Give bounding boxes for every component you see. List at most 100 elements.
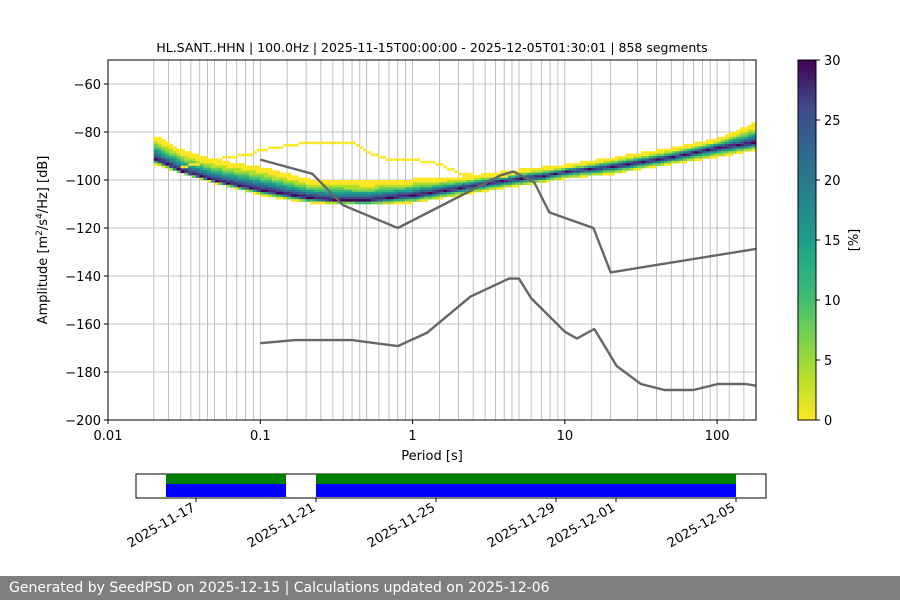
psd-cell (622, 160, 627, 164)
psd-cell (363, 180, 368, 183)
psd-cell (458, 180, 463, 183)
psd-cell (667, 160, 672, 164)
psd-cell (237, 180, 242, 183)
psd-outlier-cell (504, 175, 508, 178)
psd-cell (736, 136, 741, 140)
psd-cell (412, 184, 417, 188)
psd-cell (207, 165, 212, 169)
psd-cell (477, 182, 482, 186)
psd-cell (397, 189, 402, 193)
psd-cell (165, 144, 170, 147)
psd-cell (222, 168, 227, 171)
psd-cell (374, 201, 379, 205)
psd-cell (675, 160, 680, 164)
psd-cell (469, 187, 474, 190)
psd-cell (264, 175, 269, 178)
psd-cell (565, 163, 570, 166)
psd-cell (542, 175, 547, 178)
psd-cell (332, 184, 337, 188)
psd-cell (504, 170, 509, 174)
psd-cell (344, 196, 349, 200)
psd-cell (652, 160, 657, 164)
psd-cell (679, 153, 684, 157)
psd-cell (553, 175, 558, 178)
psd-outlier-cell (443, 165, 447, 169)
psd-cell (603, 172, 608, 176)
psd-cell (633, 160, 638, 164)
psd-cell (298, 189, 303, 193)
psd-cell (210, 180, 216, 183)
psd-outlier-cell (192, 163, 196, 166)
psd-cell (546, 180, 551, 183)
x-tick-label: 0.1 (250, 429, 271, 444)
psd-cell (207, 172, 212, 176)
psd-cell (584, 165, 589, 169)
psd-cell (580, 170, 585, 174)
psd-cell (355, 189, 360, 193)
psd-cell (199, 165, 204, 169)
psd-cell (401, 184, 406, 188)
psd-cell (237, 177, 242, 181)
psd-cell (690, 158, 695, 162)
psd-cell (511, 175, 516, 178)
psd-cell (294, 194, 299, 198)
psd-cell (705, 146, 711, 150)
psd-cell (485, 172, 490, 176)
psd-cell (336, 201, 341, 205)
psd-cell (317, 182, 322, 186)
psd-cell (405, 184, 410, 188)
psd-outlier-cell (447, 168, 451, 171)
psd-cell (249, 165, 254, 169)
psd-cell (481, 189, 486, 193)
psd-cell (435, 196, 440, 200)
psd-cell (283, 175, 288, 178)
psd-cell (576, 175, 581, 178)
psd-cell (302, 184, 307, 188)
psd-cell (210, 165, 216, 169)
psd-cell (298, 180, 303, 183)
psd-cell (469, 175, 474, 178)
psd-cell (203, 175, 208, 178)
psd-cell (351, 196, 356, 200)
psd-cell (359, 184, 364, 188)
psd-cell (500, 180, 505, 183)
psd-cell (515, 182, 520, 186)
psd-cell (279, 194, 284, 198)
psd-outlier-cell (511, 172, 516, 176)
psd-cell (309, 192, 315, 195)
psd-cell (355, 196, 360, 200)
psd-cell (644, 165, 650, 169)
psd-cell (496, 187, 501, 190)
psd-cell (363, 184, 368, 188)
timeline-tick-label: 2025-11-17 (125, 500, 198, 551)
psd-cell (336, 192, 341, 195)
psd-computed-segment (316, 484, 736, 497)
psd-cell (329, 182, 334, 186)
psd-cell (507, 177, 513, 181)
psd-cell (732, 151, 737, 154)
psd-cell (454, 184, 459, 188)
psd-cell (435, 182, 440, 186)
psd-cell (287, 184, 292, 188)
psd-cell (717, 139, 722, 142)
psd-cell (374, 196, 379, 200)
psd-cell (614, 158, 619, 162)
psd-cell (660, 153, 665, 157)
psd-cell (671, 158, 676, 162)
psd-cell (751, 122, 756, 126)
y-tick-label: −160 (65, 318, 101, 333)
psd-cell (397, 199, 402, 202)
psd-cell (237, 165, 242, 169)
psd-cell (245, 187, 250, 190)
psd-cell (370, 182, 375, 186)
psd-cell (165, 151, 170, 154)
psd-cell (367, 187, 372, 190)
psd-cell (325, 201, 330, 205)
psd-cell (397, 201, 402, 205)
psd-cell (222, 163, 227, 166)
psd-cell (306, 199, 311, 202)
psd-cell (732, 134, 737, 138)
psd-cell (667, 153, 672, 157)
psd-cell (355, 192, 360, 195)
psd-cell (153, 156, 158, 159)
